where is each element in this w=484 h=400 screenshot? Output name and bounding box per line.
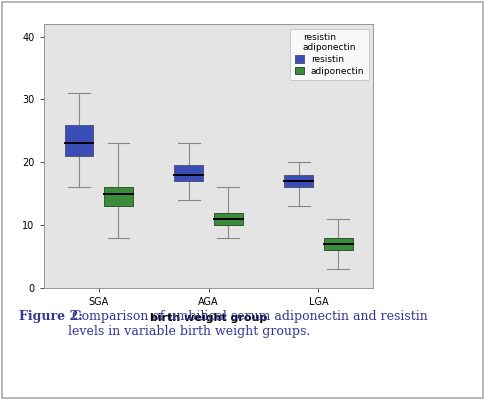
Legend: resistin, adiponectin: resistin, adiponectin — [289, 28, 368, 80]
Bar — [213, 212, 242, 225]
Text: Figure 2:: Figure 2: — [19, 310, 83, 323]
X-axis label: birth weight group: birth weight group — [150, 312, 267, 322]
Bar — [64, 124, 93, 156]
Text: Comparison of umbilical serum adiponectin and resistin
levels in variable birth : Comparison of umbilical serum adiponecti… — [68, 310, 427, 338]
Bar — [174, 166, 203, 181]
Bar — [323, 238, 352, 250]
Bar — [104, 188, 133, 206]
Bar — [284, 175, 312, 188]
